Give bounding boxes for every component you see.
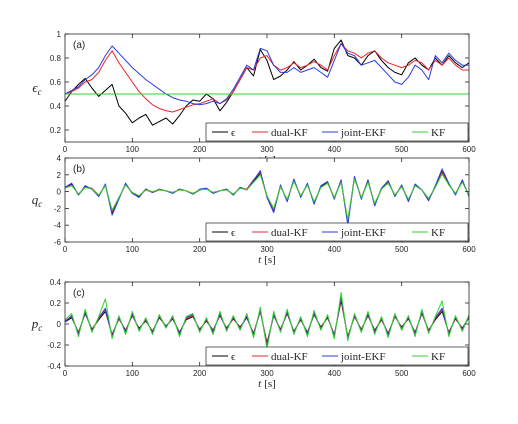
y-axis-label-sub: c <box>38 199 42 209</box>
series-line-joint-EKF <box>65 43 469 106</box>
x-tick-label: 0 <box>63 369 68 378</box>
y-tick-label: 0.4 <box>50 102 62 111</box>
y-tick-label: 4 <box>57 154 62 163</box>
legend-label: KF <box>431 227 445 239</box>
legend: ϵ dual-KF joint-EKF KF <box>205 122 469 142</box>
legend-label: ϵ <box>231 127 236 139</box>
series-group <box>65 168 469 226</box>
x-tick-label: 500 <box>395 145 409 154</box>
series-line-ϵ <box>65 39 469 126</box>
chart-panel-2: 0 100 200 300 400 500 600 -6 -4 -2 0 2 4 (b) qc t [s] ϵ du… <box>32 154 476 266</box>
y-tick-label: 0.6 <box>50 78 62 87</box>
x-tick-label: 600 <box>462 369 476 378</box>
x-tick-label: 300 <box>260 245 274 254</box>
x-tick-label: 400 <box>328 145 342 154</box>
legend-label: joint-EKF <box>340 127 386 139</box>
legend-label: ϵ <box>231 227 236 239</box>
y-axis-label: qc <box>32 192 43 209</box>
y-axis-label-sub: c <box>38 87 42 97</box>
legend-label: dual-KF <box>271 351 308 363</box>
y-axis-label-sub: c <box>38 323 42 333</box>
x-tick-label: 200 <box>193 245 207 254</box>
x-tick-label: 600 <box>462 145 476 154</box>
x-axis-label: t[s] <box>258 254 276 266</box>
legend-label: ϵ <box>231 351 236 363</box>
x-tick-label: 300 <box>260 369 274 378</box>
y-tick-label: -0.4 <box>47 362 61 371</box>
series-line-KF <box>65 173 469 220</box>
x-tick-label: 200 <box>193 369 207 378</box>
y-tick-label: -6 <box>54 238 62 247</box>
legend: ϵ dual-KF joint-EKF KF <box>205 346 469 366</box>
x-axis-label-main: t <box>258 254 262 266</box>
legend-label: joint-EKF <box>340 227 386 239</box>
legend-label: dual-KF <box>271 127 308 139</box>
panel-label: (a) <box>73 40 85 51</box>
y-tick-label: 0 <box>57 188 62 197</box>
y-axis-label-main: ϵ <box>32 80 38 95</box>
legend: ϵ dual-KF joint-EKF KF <box>205 222 469 242</box>
legend-label: KF <box>431 127 445 139</box>
y-tick-label: -4 <box>54 221 62 230</box>
series-line-joint-EKF <box>65 168 469 226</box>
panel-label: (b) <box>73 164 85 175</box>
y-tick-label: 0.8 <box>50 54 62 63</box>
x-tick-label: 600 <box>462 245 476 254</box>
x-axis-label-unit: [s] <box>264 254 276 266</box>
y-tick-label: 0.2 <box>50 126 62 135</box>
x-axis-label-unit: [s] <box>264 378 276 390</box>
y-axis-label-main: p <box>31 316 39 331</box>
x-tick-label: 0 <box>63 245 68 254</box>
y-tick-label: 0 <box>57 320 62 329</box>
x-tick-label: 100 <box>126 145 140 154</box>
y-tick-label: 0.2 <box>50 299 62 308</box>
y-axis-label: pc <box>31 316 43 333</box>
y-axis-label-main: q <box>32 192 39 207</box>
x-tick-label: 500 <box>395 369 409 378</box>
x-tick-label: 0 <box>63 145 68 154</box>
x-tick-label: 400 <box>328 245 342 254</box>
legend-label: KF <box>431 351 445 363</box>
chart-panel-1: 01002003004005006000.20.40.60.81(a)ϵct[s… <box>32 30 476 166</box>
y-tick-label: 1 <box>57 30 62 39</box>
chart-panel-3: 0 100 200 300 400 500 600 -0.4 -0.2 0 0.2 0.4 (c) pc t… <box>31 278 476 390</box>
y-axis-label: ϵc <box>32 80 41 97</box>
x-tick-label: 300 <box>260 145 274 154</box>
x-tick-label: 400 <box>328 369 342 378</box>
legend-label: joint-EKF <box>340 351 386 363</box>
series-group <box>65 39 469 126</box>
x-tick-label: 200 <box>193 145 207 154</box>
panel-label: (c) <box>73 288 85 299</box>
x-tick-label: 100 <box>126 245 140 254</box>
legend-label: dual-KF <box>271 227 308 239</box>
x-axis-label-main: t <box>258 378 262 390</box>
y-tick-label: -2 <box>54 204 62 213</box>
x-axis-label: t[s] <box>258 378 276 390</box>
y-tick-label: -0.2 <box>47 341 61 350</box>
x-tick-label: 100 <box>126 369 140 378</box>
series-line-dual-KF <box>65 43 469 113</box>
y-tick-label: 2 <box>57 171 62 180</box>
y-tick-label: 0.4 <box>50 278 62 287</box>
x-tick-label: 500 <box>395 245 409 254</box>
